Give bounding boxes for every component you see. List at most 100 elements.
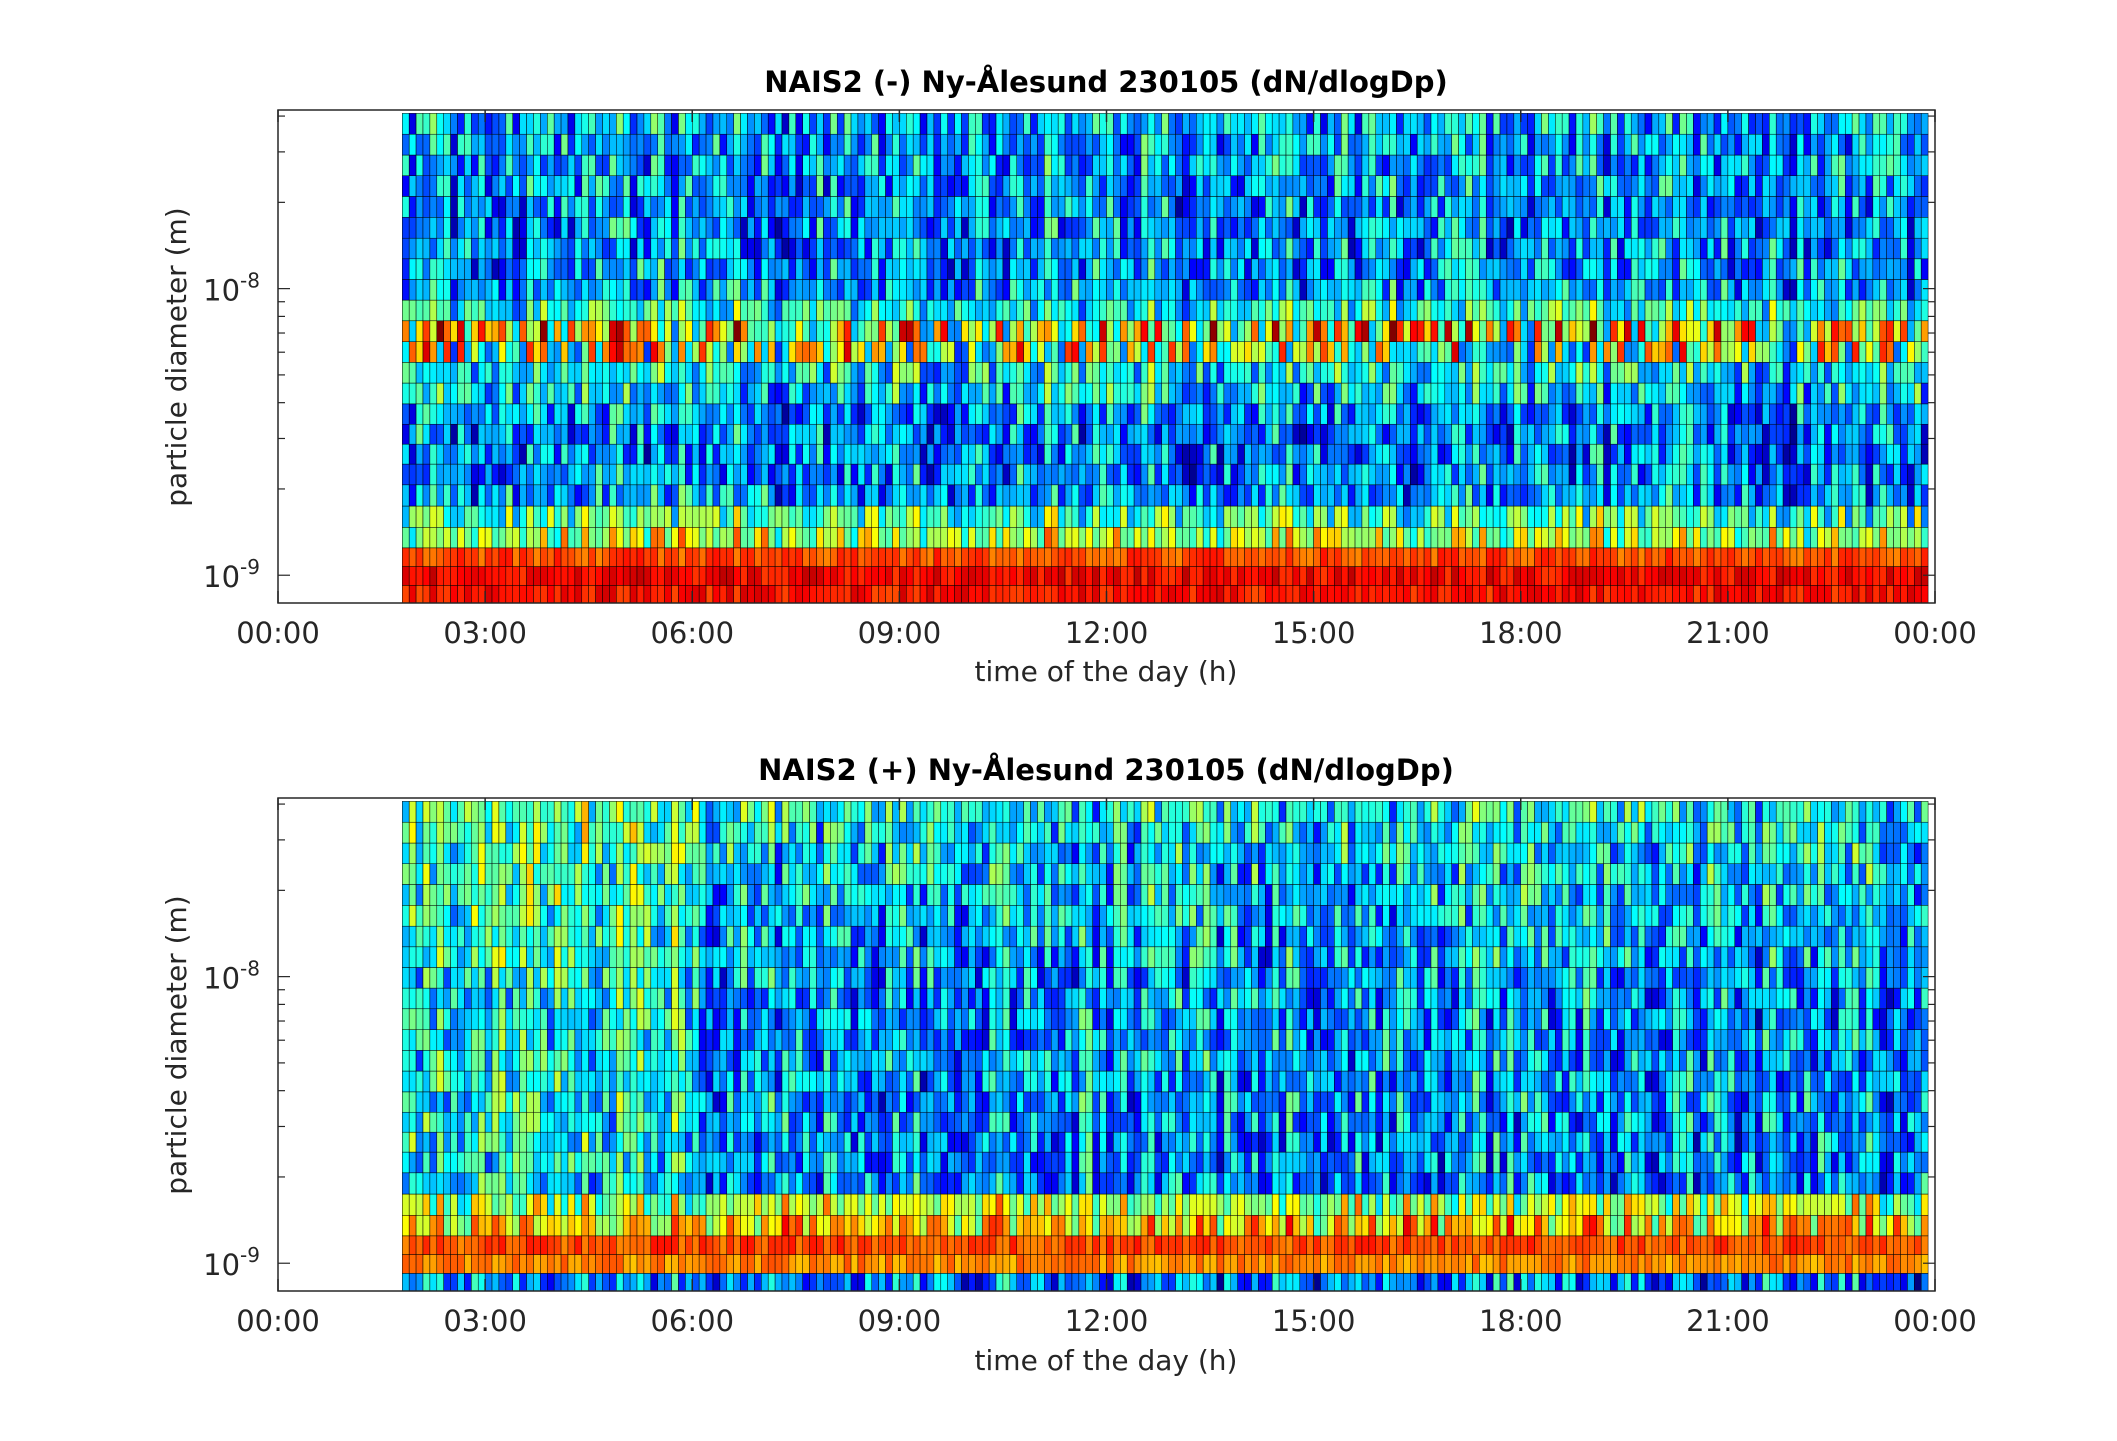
heatmap-cell bbox=[581, 566, 589, 586]
heatmap-cell bbox=[429, 175, 438, 197]
heatmap-cell bbox=[457, 505, 465, 528]
heatmap-cell bbox=[609, 382, 617, 405]
heatmap-cell bbox=[484, 362, 493, 384]
heatmap-cell bbox=[671, 341, 679, 363]
heatmap-cell bbox=[1085, 527, 1093, 549]
heatmap-cell bbox=[1748, 320, 1756, 342]
heatmap-cell bbox=[1824, 585, 1832, 604]
heatmap-cell bbox=[809, 443, 817, 465]
heatmap-cell bbox=[1596, 527, 1604, 549]
heatmap-cell bbox=[754, 196, 762, 218]
heatmap-cell bbox=[1458, 258, 1466, 280]
heatmap-cell bbox=[1617, 237, 1625, 260]
heatmap-cell bbox=[1624, 362, 1632, 384]
heatmap-cell bbox=[415, 341, 424, 363]
heatmap-cell bbox=[1465, 403, 1473, 425]
heatmap-cell bbox=[657, 382, 665, 405]
heatmap-cell bbox=[1727, 237, 1736, 260]
heatmap-cell bbox=[1002, 113, 1011, 135]
heatmap-cell bbox=[767, 484, 776, 507]
heatmap-cell bbox=[1258, 423, 1266, 445]
heatmap-cell bbox=[1030, 258, 1038, 280]
heatmap-cell bbox=[1720, 175, 1729, 197]
heatmap-cell bbox=[1803, 113, 1811, 135]
heatmap-cell bbox=[1258, 154, 1266, 176]
heatmap-cell bbox=[692, 382, 700, 405]
heatmap-cell bbox=[1196, 320, 1204, 342]
heatmap-cell bbox=[1727, 527, 1736, 549]
heatmap-cell bbox=[1679, 443, 1687, 465]
heatmap-cell bbox=[1679, 423, 1687, 445]
heatmap-cell bbox=[1009, 196, 1017, 218]
heatmap-cell bbox=[678, 382, 686, 405]
heatmap-cell bbox=[1658, 585, 1666, 604]
heatmap-cell bbox=[1078, 505, 1087, 528]
heatmap-cell bbox=[1506, 505, 1515, 528]
heatmap-cell bbox=[1168, 443, 1176, 465]
heatmap-cell bbox=[1092, 237, 1100, 260]
heatmap-cell bbox=[484, 585, 493, 604]
heatmap-cell bbox=[595, 362, 603, 384]
heatmap-cell bbox=[1637, 527, 1646, 549]
heatmap-cell bbox=[1285, 505, 1294, 528]
heatmap-cell bbox=[1541, 154, 1549, 176]
heatmap-cell bbox=[1320, 547, 1328, 567]
heatmap-cell bbox=[1596, 279, 1604, 301]
heatmap-cell bbox=[857, 585, 866, 604]
heatmap-cell bbox=[995, 566, 1004, 586]
heatmap-cell bbox=[1775, 237, 1784, 260]
heatmap-cell bbox=[1030, 382, 1038, 405]
heatmap-cell bbox=[761, 113, 769, 135]
heatmap-cell bbox=[802, 299, 810, 322]
heatmap-cell bbox=[581, 505, 589, 528]
heatmap-cell bbox=[809, 423, 817, 445]
heatmap-cell bbox=[1824, 133, 1832, 156]
heatmap-cell bbox=[1575, 196, 1584, 218]
heatmap-cell bbox=[1479, 585, 1487, 604]
heatmap-cell bbox=[678, 341, 686, 363]
heatmap-cell bbox=[1589, 423, 1597, 445]
heatmap-cell bbox=[1769, 484, 1777, 507]
heatmap-cell bbox=[1189, 484, 1197, 507]
heatmap-cell bbox=[1161, 320, 1169, 342]
heatmap-cell bbox=[1672, 423, 1680, 445]
heatmap-cell bbox=[1686, 423, 1694, 445]
heatmap-cell bbox=[1706, 299, 1715, 322]
heatmap-cell bbox=[1396, 423, 1404, 445]
heatmap-cell bbox=[836, 463, 845, 486]
heatmap-cell bbox=[671, 484, 679, 507]
heatmap-cell bbox=[560, 154, 569, 176]
heatmap-cell bbox=[1016, 320, 1024, 342]
heatmap-cell bbox=[1485, 463, 1494, 486]
heatmap-cell bbox=[664, 547, 672, 567]
heatmap-cell bbox=[602, 237, 610, 260]
heatmap-cell bbox=[1485, 547, 1494, 567]
heatmap-cell bbox=[961, 113, 969, 135]
heatmap-cell bbox=[581, 320, 589, 342]
heatmap-cell bbox=[402, 237, 410, 260]
heatmap-cell bbox=[1265, 566, 1273, 586]
heatmap-cell bbox=[767, 299, 776, 322]
heatmap-cell bbox=[498, 423, 507, 445]
heatmap-cell bbox=[1030, 463, 1038, 486]
heatmap-cell bbox=[712, 484, 721, 507]
heatmap-cell bbox=[1610, 382, 1618, 405]
heatmap-cell bbox=[498, 362, 507, 384]
heatmap-cell bbox=[1817, 113, 1825, 135]
heatmap-cell bbox=[823, 585, 831, 604]
heatmap-cell bbox=[850, 382, 859, 405]
heatmap-cell bbox=[1492, 299, 1501, 322]
heatmap-cell bbox=[664, 423, 672, 445]
heatmap-cell bbox=[1271, 403, 1280, 425]
heatmap-cell bbox=[1244, 362, 1252, 384]
heatmap-cell bbox=[1472, 362, 1480, 384]
heatmap-cell bbox=[1444, 547, 1452, 567]
heatmap-cell bbox=[629, 113, 638, 135]
heatmap-cell bbox=[1133, 258, 1142, 280]
heatmap-cell bbox=[402, 217, 410, 239]
heatmap-cell bbox=[1720, 423, 1729, 445]
heatmap-cell bbox=[1700, 154, 1708, 176]
heatmap-cell bbox=[415, 362, 424, 384]
heatmap-cell bbox=[975, 133, 983, 156]
heatmap-cell bbox=[1223, 403, 1232, 425]
